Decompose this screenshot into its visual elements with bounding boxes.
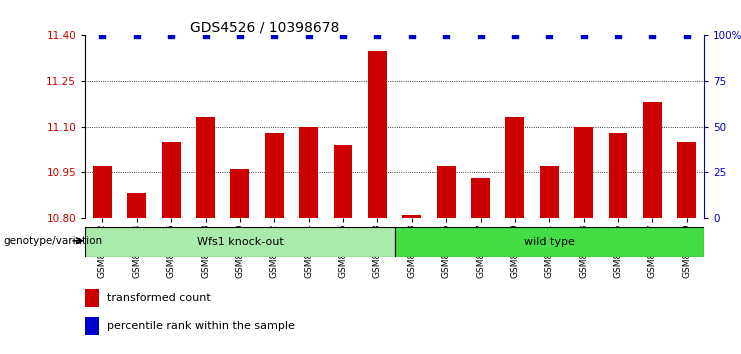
Bar	[643, 102, 662, 218]
Point	[165, 33, 177, 38]
Bar	[85, 289, 99, 307]
Bar	[368, 51, 387, 218]
Bar	[402, 215, 421, 218]
Bar	[196, 118, 215, 218]
Text: wild type: wild type	[524, 236, 575, 247]
Point	[646, 33, 658, 38]
Text: transformed count: transformed count	[107, 293, 210, 303]
Point	[131, 33, 143, 38]
Point	[406, 33, 418, 38]
Bar	[127, 193, 146, 218]
Bar	[93, 166, 112, 218]
Bar	[162, 142, 181, 218]
Bar	[85, 317, 99, 335]
Point	[199, 33, 211, 38]
Point	[371, 33, 383, 38]
Bar	[539, 166, 559, 218]
Bar	[574, 126, 593, 218]
Text: percentile rank within the sample: percentile rank within the sample	[107, 321, 295, 331]
Point	[474, 33, 486, 38]
Text: Wfs1 knock-out: Wfs1 knock-out	[196, 236, 283, 247]
Bar	[505, 118, 525, 218]
Point	[337, 33, 349, 38]
Bar	[471, 178, 490, 218]
Bar	[333, 145, 353, 218]
Point	[612, 33, 624, 38]
Point	[268, 33, 280, 38]
Point	[234, 33, 246, 38]
Text: genotype/variation: genotype/variation	[4, 236, 103, 246]
Bar	[85, 227, 394, 257]
Point	[303, 33, 315, 38]
Text: GDS4526 / 10398678: GDS4526 / 10398678	[190, 20, 340, 34]
Bar	[436, 166, 456, 218]
Bar	[608, 133, 628, 218]
Point	[543, 33, 555, 38]
Point	[509, 33, 521, 38]
Bar	[230, 169, 250, 218]
Bar	[394, 227, 704, 257]
Bar	[677, 142, 697, 218]
Point	[96, 33, 108, 38]
Point	[681, 33, 693, 38]
Bar	[265, 133, 284, 218]
Point	[578, 33, 590, 38]
Point	[440, 33, 452, 38]
Bar	[299, 126, 318, 218]
